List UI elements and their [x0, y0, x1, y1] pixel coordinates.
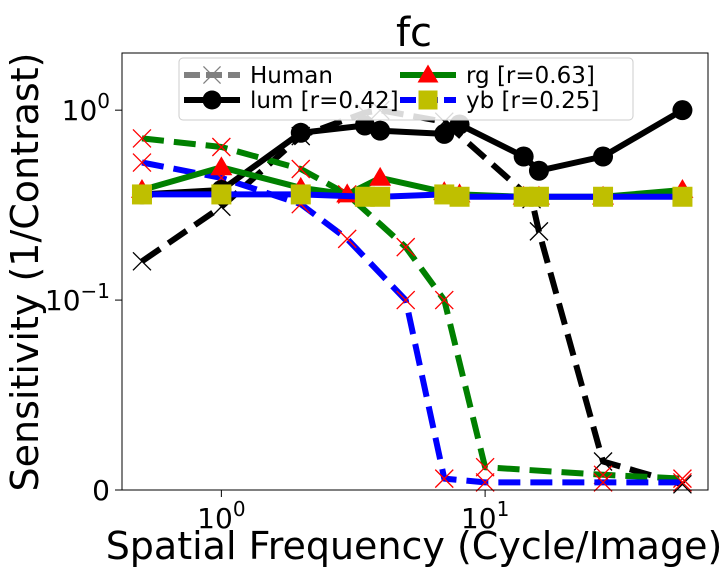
human-rg-point-0 [132, 128, 152, 148]
human-rg-point-5 [434, 290, 454, 310]
x-axis-label: Spatial Frequency (Cycle/Image) [106, 524, 720, 568]
series-yb-model [131, 184, 693, 207]
chart-title: fc [396, 10, 432, 56]
human-rg-point-2 [291, 159, 311, 179]
human-yb-point-5 [434, 469, 454, 489]
legend-label-lum-model: lum [r=0.42] [250, 88, 399, 114]
yb-model-point-2 [290, 184, 311, 205]
human-rg-point-4 [396, 237, 416, 257]
yb-model-point-3 [354, 186, 375, 207]
yb-model-point-0 [131, 184, 152, 205]
human-rg-point-1 [211, 137, 231, 157]
lum-model-point-7 [513, 146, 534, 167]
rg-model-point-4 [369, 166, 392, 186]
yb-model-point-5 [434, 184, 455, 205]
human-yb-point-4 [396, 290, 416, 310]
tick-layer: 100 101 0 10−1 100 [45, 89, 509, 535]
y-tick-label-1: 10−1 [45, 279, 110, 317]
y-axis-label: Sensitivity (1/Contrast) [3, 53, 47, 492]
human-lum-point-0 [132, 251, 152, 271]
lum-model-point-9 [593, 146, 614, 167]
legend-swatch-marker-human-ref [202, 65, 222, 85]
human-yb-point-8 [672, 472, 692, 492]
rg-model-point-1 [210, 156, 233, 176]
yb-model-point-8 [528, 186, 549, 207]
lum-model-point-8 [528, 160, 549, 181]
human-yb-point-7 [593, 472, 613, 492]
human-lum-line [140, 107, 684, 488]
x-tick-label-1: 101 [461, 497, 509, 535]
lum-model-point-3 [354, 115, 375, 136]
legend-frame [178, 57, 634, 121]
yb-model-point-4 [370, 186, 391, 207]
human-yb-point-6 [475, 472, 495, 492]
legend-swatch-marker-yb-model [418, 90, 438, 110]
yb-model-point-10 [672, 186, 693, 207]
lum-model-point-2 [290, 122, 311, 143]
yb-model-point-6 [449, 186, 470, 207]
legend-label-rg-model: rg [r=0.63] [466, 63, 595, 89]
y-tick-label-2: 100 [62, 89, 110, 127]
y-tick-label-0: 0 [92, 474, 110, 507]
human-yb-point-0 [132, 153, 152, 172]
human-yb-point-3 [337, 229, 357, 249]
yb-model-point-9 [593, 186, 614, 207]
x-tick-label-0: 100 [197, 497, 245, 535]
plot-layer [130, 100, 694, 494]
lum-model-point-10 [672, 100, 693, 121]
yb-model-point-1 [211, 184, 232, 205]
lum-model-point-5 [434, 123, 455, 144]
human-yb-line [141, 159, 683, 486]
yb-model-point-7 [513, 186, 534, 207]
legend-label-yb-model: yb [r=0.25] [466, 88, 599, 114]
human-rg-point-6 [475, 457, 495, 477]
legend-swatch-marker-lum-model [202, 90, 222, 110]
legend-swatch-marker-rg-model [417, 64, 439, 83]
lum-model-point-4 [370, 120, 391, 141]
plot-frame [121, 52, 709, 491]
human-lum-point-7 [529, 221, 549, 241]
human-lum-point-8 [593, 452, 613, 471]
legend-label-human-ref: Human [250, 63, 333, 89]
series-human-rg [132, 128, 692, 489]
